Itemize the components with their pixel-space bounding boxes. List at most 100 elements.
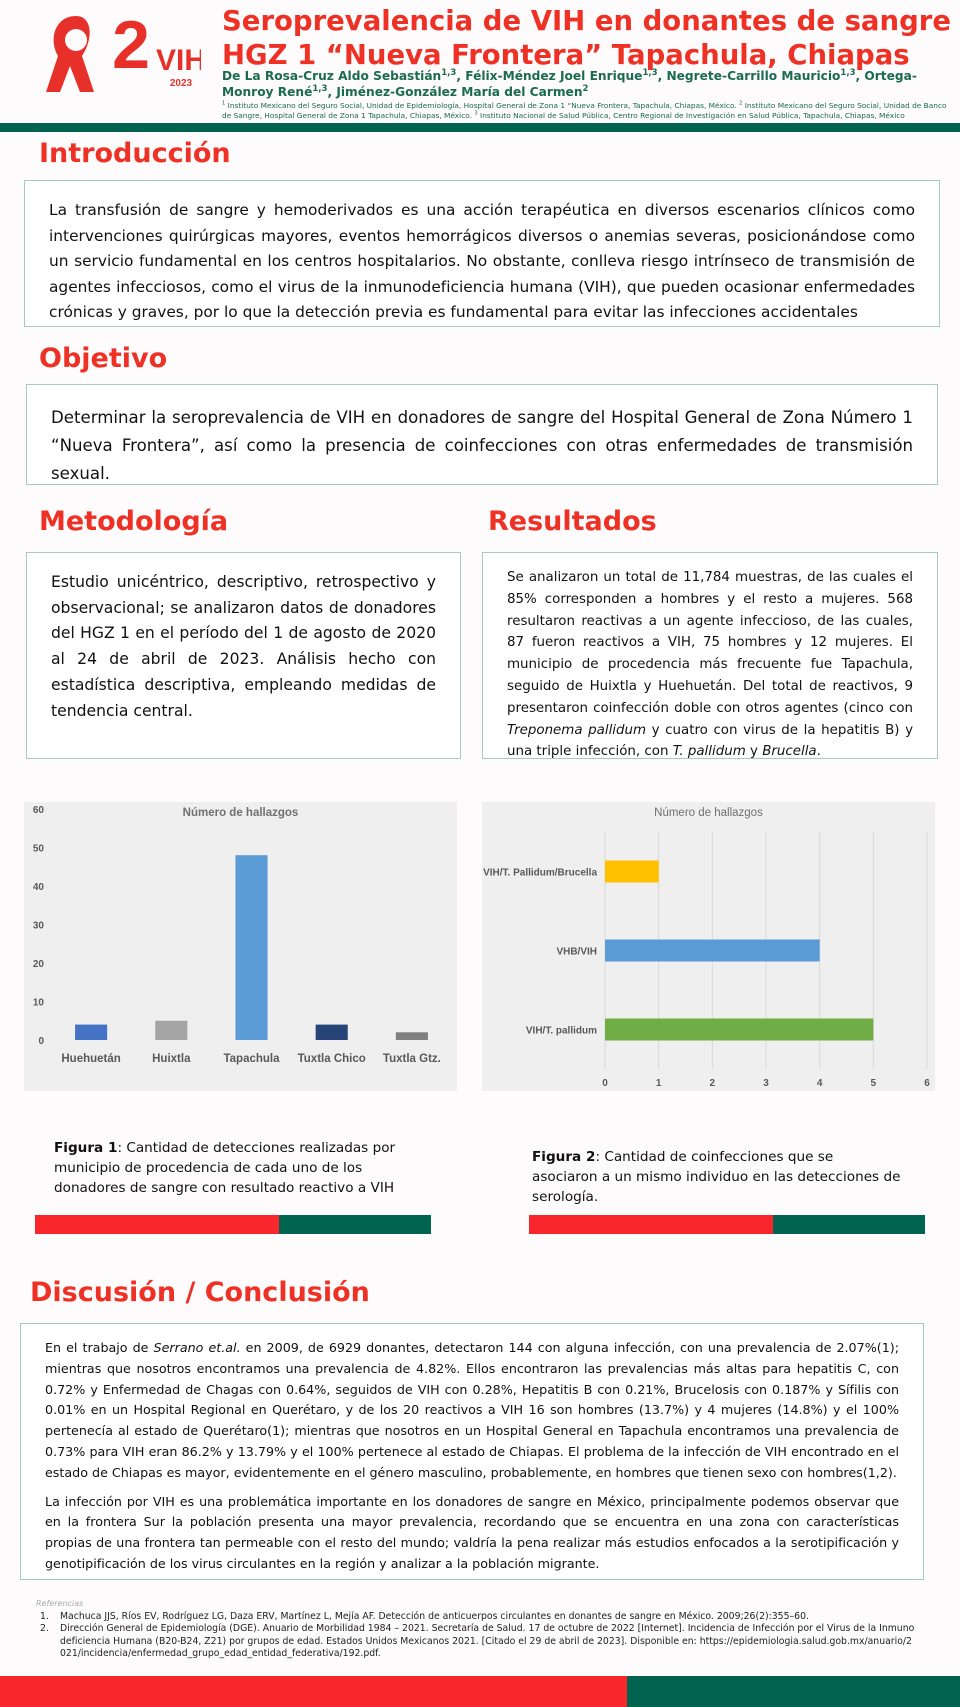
text-run: Figura 1 xyxy=(54,1140,118,1156)
title-line: Seroprevalencia de VIH en donantes de sa… xyxy=(222,5,960,37)
y-tick-label: 0 xyxy=(38,1036,44,1047)
x-tick-label: Huixtla xyxy=(152,1053,191,1065)
superscript: 3 xyxy=(474,110,478,117)
y-tick-label: 10 xyxy=(33,998,45,1009)
bar xyxy=(235,855,268,1040)
superscript: 1,3 xyxy=(441,67,457,78)
bar xyxy=(605,860,659,883)
discussion-box: En el trabajo de Serrano et.al. en 2009,… xyxy=(20,1323,924,1580)
bar xyxy=(395,1032,428,1040)
x-tick-label: 0 xyxy=(602,1078,608,1089)
y-tick-label: 60 xyxy=(33,805,45,816)
intro-text: La transfusión de sangre y hemoderivados… xyxy=(49,201,915,322)
bar xyxy=(155,1020,188,1040)
logo-number: 2 xyxy=(112,8,150,83)
text-run: en 2009, de 6929 donantes, detectaron 14… xyxy=(45,1340,899,1480)
section-heading: Discusión / Conclusión xyxy=(30,1277,370,1308)
text-run: , Jiménez-González María del Carmen xyxy=(327,85,583,99)
references-label: Referencias xyxy=(36,1599,84,1608)
affiliations: 1 Instituto Mexicano del Seguro Social, … xyxy=(222,101,947,120)
text-run: La infección por VIH es una problemática… xyxy=(45,1493,899,1571)
x-tick-label: 1 xyxy=(656,1078,662,1089)
text-run: , Negrete-Carrillo Mauricio xyxy=(657,69,841,83)
logo: 2 VIH 2023 xyxy=(46,8,201,92)
deco-bar xyxy=(529,1215,773,1234)
superscript: 2 xyxy=(739,100,743,107)
reference-text: Machuca JJS, Ríos EV, Rodríguez LG, Daza… xyxy=(60,1610,809,1622)
title: Seroprevalencia de VIH en donantes de sa… xyxy=(222,4,960,72)
ribbon xyxy=(46,16,94,92)
superscript: 1,3 xyxy=(312,83,328,94)
logo-year: 2023 xyxy=(170,78,193,89)
reference: 2. Dirección General de Epidemiología (DG… xyxy=(36,1623,916,1661)
x-tick-label: Tuxtla Gtz. xyxy=(383,1053,441,1065)
deco-bar xyxy=(773,1215,925,1234)
reference: 1. Machuca JJS, Ríos EV, Rodríguez LG, Da… xyxy=(36,1611,916,1624)
text-run: : Cantidad de coinfecciones que se asoci… xyxy=(532,1149,901,1205)
y-tick-label: 40 xyxy=(33,882,45,893)
x-tick-label: Tapachula xyxy=(223,1053,280,1065)
chart: Número de hallazgos 0 10 20 30 40 50 60 Huehuetá… xyxy=(24,802,457,1091)
text-run: Instituto Mexicano del Seguro Social, Un… xyxy=(225,101,740,110)
method-text: Estudio unicéntrico, descriptivo, retros… xyxy=(51,573,436,720)
results-text: Se analizaron un total de 11,784 muestra… xyxy=(507,567,913,763)
method-box: Estudio unicéntrico, descriptivo, retros… xyxy=(26,552,461,759)
section-heading: Introducción xyxy=(39,138,231,169)
text-run: . xyxy=(816,744,821,760)
x-tick-label: 6 xyxy=(924,1078,930,1089)
bar xyxy=(605,1018,874,1041)
chart: Número de hallazgos 0 1 2 3 4 5 6 VIH/T. Pallidu… xyxy=(482,802,935,1091)
deco-bar xyxy=(35,1215,279,1234)
text-run: y xyxy=(745,744,763,760)
y-tick-label: VIH/T. pallidum xyxy=(526,1026,597,1037)
superscript: 1,3 xyxy=(642,67,658,78)
x-tick-label: Huehuetán xyxy=(61,1053,120,1065)
y-tick-label: VIH/T. Pallidum/Brucella xyxy=(483,868,597,879)
x-tick-label: 2 xyxy=(710,1078,716,1089)
footer-bar xyxy=(0,1676,627,1707)
superscript: 2 xyxy=(582,83,589,94)
x-tick-label: 3 xyxy=(763,1078,769,1089)
text-run: Instituto Mexicano del Seguro Social, Un… xyxy=(222,101,947,120)
footer-bar xyxy=(627,1676,960,1707)
authors: De La Rosa-Cruz Aldo Sebastián1,3, Félix… xyxy=(222,68,947,100)
text-run: Treponema pallidum xyxy=(507,722,647,738)
bar xyxy=(75,1024,108,1040)
intro-box: La transfusión de sangre y hemoderivados… xyxy=(24,180,940,327)
x-tick-label: 4 xyxy=(817,1078,823,1089)
reference-text: Dirección General de Epidemiología (DGE)… xyxy=(60,1623,915,1659)
text-run: T. pallidum xyxy=(672,744,746,760)
text-run: Brucella xyxy=(762,744,817,760)
superscript: 1,3 xyxy=(840,67,856,78)
discussion-text: En el trabajo de Serrano et.al. en 2009,… xyxy=(45,1338,899,1484)
y-tick-label: 20 xyxy=(33,959,45,970)
deco-bar xyxy=(279,1215,431,1234)
section-heading: Metodología xyxy=(39,506,229,537)
x-tick-label: Tuxtla Chico xyxy=(298,1053,366,1065)
section-heading: Resultados xyxy=(488,506,657,537)
y-tick-label: 50 xyxy=(33,844,45,855)
objective-box: Determinar la seroprevalencia de VIH en … xyxy=(26,384,938,485)
section-heading: Objetivo xyxy=(39,343,168,374)
text-run: : Cantidad de detecciones realizadas por… xyxy=(54,1140,396,1196)
text-run: , Ortega-Monroy René xyxy=(222,69,917,99)
references: Referencias 1. Machuca JJS, Ríos EV, Rodr… xyxy=(36,1598,916,1661)
y-tick-label: VHB/VIH xyxy=(556,947,597,958)
chart-title: Número de hallazgos xyxy=(654,807,763,819)
bar xyxy=(605,939,820,962)
discussion-text: La infección por VIH es una problemática… xyxy=(45,1492,899,1575)
text-run: , Félix-Méndez Joel Enrique xyxy=(456,69,643,83)
reference-number: 2. xyxy=(40,1623,49,1634)
chart-title: Número de hallazgos xyxy=(183,807,299,819)
text-run: Figura 2 xyxy=(532,1149,596,1165)
figure-caption: Figura 2: Cantidad de coinfecciones que … xyxy=(532,1147,902,1207)
title-line: HGZ 1 “Nueva Frontera” Tapachula, Chiapa… xyxy=(222,39,910,71)
x-tick-label: 5 xyxy=(871,1078,877,1089)
objective-text: Determinar la seroprevalencia de VIH en … xyxy=(51,408,913,483)
text-run: Se analizaron un total de 11,784 muestra… xyxy=(507,570,913,716)
y-tick-label: 30 xyxy=(33,921,45,932)
header-bar xyxy=(0,123,960,132)
